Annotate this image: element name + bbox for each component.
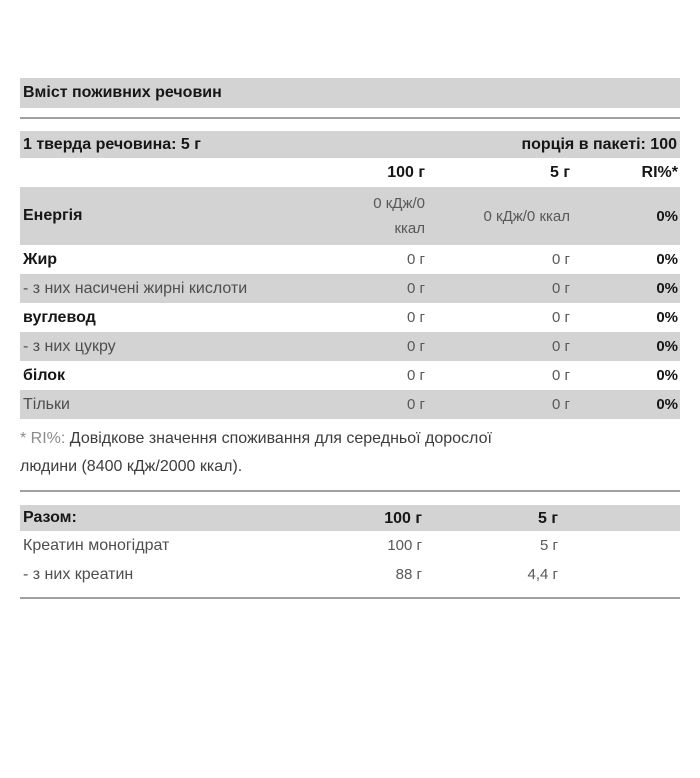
column-header-100g: 100 г (387, 164, 425, 181)
nutrient-label: білок (23, 366, 66, 384)
totals-header-100g: 100 г (384, 509, 422, 527)
panel-title: Вміст поживних речовин (20, 78, 680, 108)
nutrient-value-5g: 0 г (552, 338, 570, 355)
nutrient-row-sugars: - з них цукру 0 г 0 г 0% (20, 332, 680, 361)
nutrient-label: - з них насичені жирні кислоти (23, 279, 248, 297)
totals-row-label: Креатин моногідрат (23, 536, 170, 554)
nutrient-value-ri: 0% (656, 309, 678, 326)
column-header-row: 100 г 5 г RI%* (20, 158, 680, 187)
nutrient-value-100g: 0 г (407, 396, 425, 413)
nutrient-value-ri: 0% (656, 396, 678, 413)
nutrient-value-100g: 0 г (407, 367, 425, 384)
totals-header-row: Разом: 100 г 5 г (20, 505, 680, 531)
nutrient-label: - з них цукру (23, 337, 116, 355)
divider-bottom (20, 597, 680, 599)
totals-header-5g: 5 г (537, 509, 558, 527)
divider-top (20, 117, 680, 119)
ri-footnote-marker: * RI%: (20, 430, 70, 447)
nutrient-value-100g: 0 г (407, 338, 425, 355)
nutrient-value-ri: 0% (656, 207, 678, 225)
totals-row-5g: 4,4 г (527, 566, 559, 583)
serving-bar: 1 тверда речовина: 5 г порція в пакеті: … (20, 131, 680, 158)
nutrient-value-ri: 0% (656, 251, 678, 268)
nutrient-value-ri: 0% (656, 338, 678, 355)
column-header-5g: 5 г (549, 164, 570, 181)
nutrient-row-salt: Тільки 0 г 0 г 0% (20, 390, 680, 419)
nutrient-row-fat: Жир 0 г 0 г 0% (20, 245, 680, 274)
nutrient-row-protein: білок 0 г 0 г 0% (20, 361, 680, 390)
totals-row-100g: 100 г (387, 537, 422, 554)
totals-row-creatine-monohydrate: Креатин моногідрат 100 г 5 г (20, 531, 680, 560)
nutrient-value-ri: 0% (656, 367, 678, 384)
nutrient-value-ri: 0% (656, 280, 678, 297)
totals-header-label: Разом: (23, 509, 77, 526)
nutrient-value-100g: 0 кДж/0 ккал (373, 195, 425, 237)
nutrient-value-5g: 0 г (552, 396, 570, 413)
nutrition-panel: Вміст поживних речовин 1 тверда речовина… (20, 78, 680, 599)
nutrient-label: Тільки (23, 395, 70, 413)
nutrient-label: Жир (23, 250, 58, 268)
nutrient-value-5g: 0 кДж/0 ккал (483, 207, 571, 225)
nutrient-value-5g: 0 г (552, 280, 570, 297)
serving-size-label: 1 тверда речовина: 5 г (23, 135, 201, 153)
nutrient-value-5g: 0 г (552, 309, 570, 326)
nutrient-value-5g: 0 г (552, 251, 570, 268)
column-header-ri: RI%* (641, 163, 678, 181)
ri-footnote-text: Довідкове значення споживання для середн… (20, 430, 492, 475)
totals-row-creatine: - з них креатин 88 г 4,4 г (20, 560, 680, 589)
nutrient-value-5g: 0 г (552, 367, 570, 384)
nutrient-label: Енергія (23, 207, 83, 224)
nutrient-row-saturated-fat: - з них насичені жирні кислоти 0 г 0 г 0… (20, 274, 680, 303)
ri-footnote: * RI%: Довідкове значення споживання для… (20, 425, 680, 481)
divider-middle (20, 490, 680, 492)
totals-row-100g: 88 г (395, 566, 422, 583)
nutrient-value-100g: 0 г (407, 251, 425, 268)
nutrient-value-100g: 0 г (407, 280, 425, 297)
totals-row-5g: 5 г (540, 537, 558, 554)
nutrient-row-energy: Енергія 0 кДж/0 ккал 0 кДж/0 ккал 0% (20, 187, 680, 245)
nutrient-row-carbohydrate: вуглевод 0 г 0 г 0% (20, 303, 680, 332)
nutrient-value-100g: 0 г (407, 309, 425, 326)
nutrient-label: вуглевод (23, 308, 96, 326)
totals-row-label: - з них креатин (23, 565, 134, 583)
servings-per-pack-label: порція в пакеті: 100 (521, 135, 677, 153)
